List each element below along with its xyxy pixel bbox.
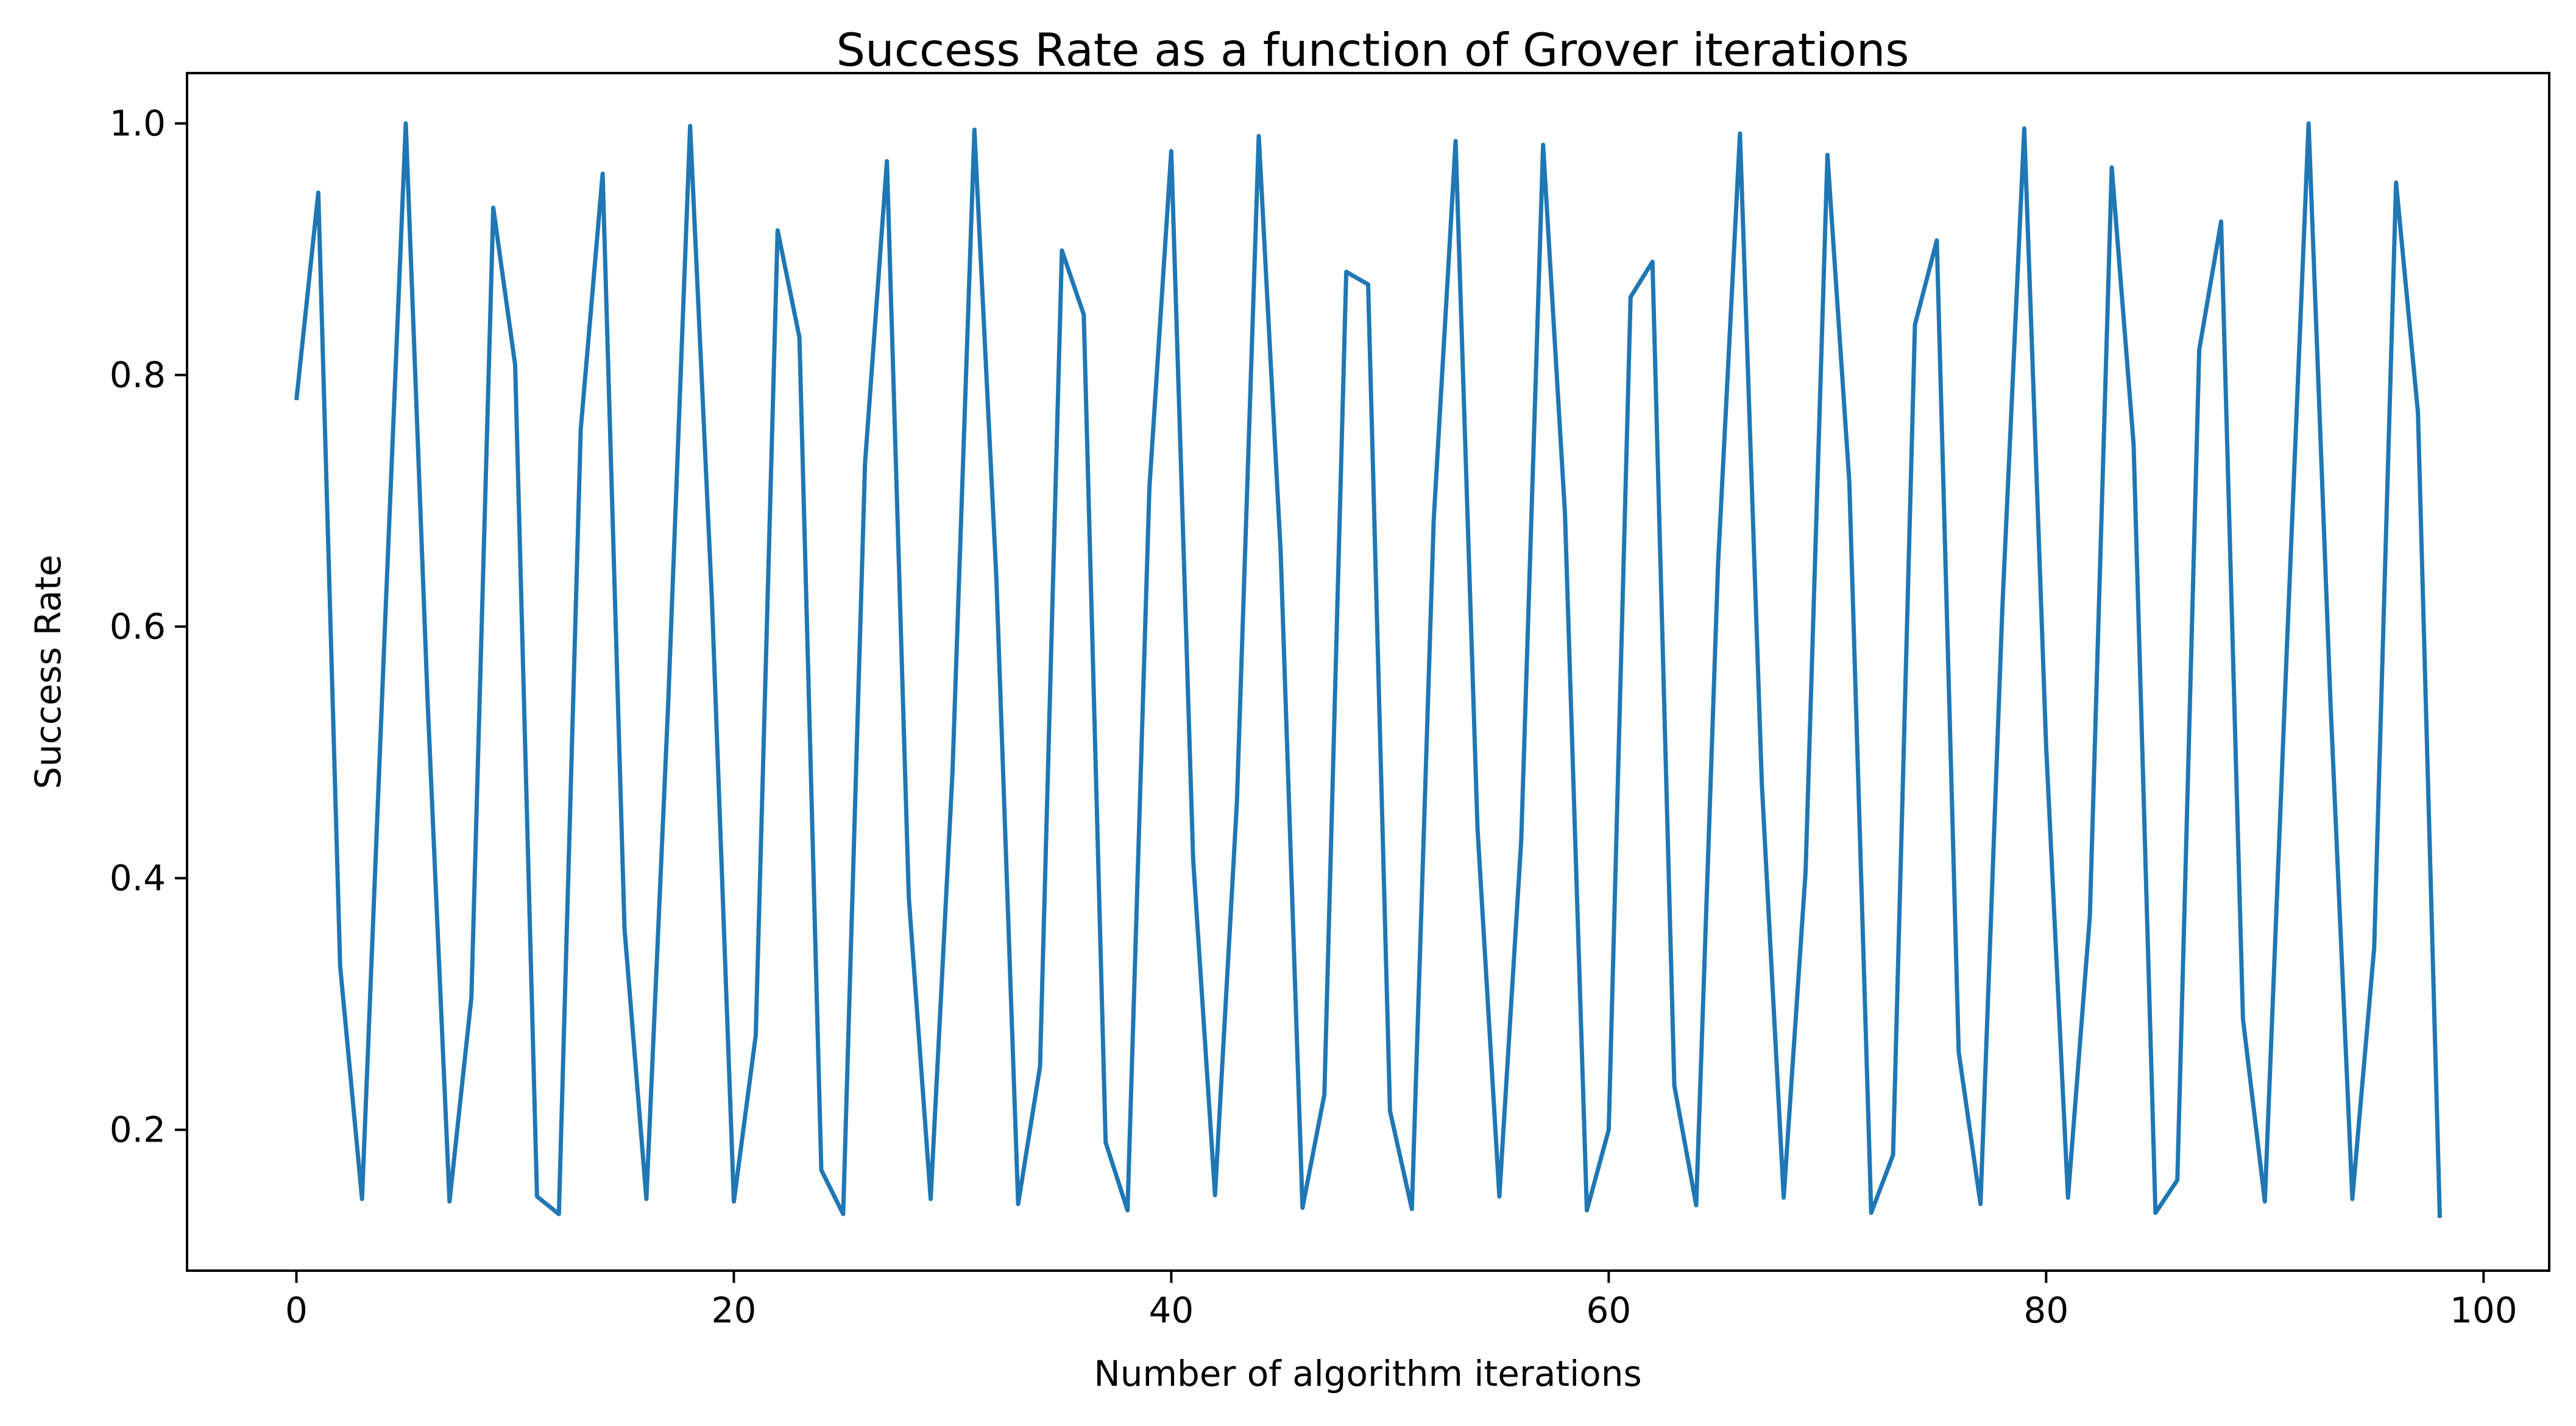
plot-area: 0 20 40 60 80 100 0.2 0.4 0.6 0.8 1.0 (110, 72, 2550, 1331)
y-axis-label: Success Rate (27, 555, 69, 789)
y-tick-label: 0.2 (110, 1109, 166, 1151)
chart-title: Success Rate as a function of Grover ite… (837, 23, 1909, 77)
y-tick-label: 1.0 (110, 103, 166, 144)
x-tick-label: 60 (1586, 1290, 1631, 1331)
y-axis-ticks: 0.2 0.4 0.6 0.8 1.0 (110, 103, 187, 1151)
x-tick-label: 40 (1149, 1290, 1194, 1331)
x-tick-label: 80 (2023, 1290, 2068, 1331)
x-tick-label: 20 (712, 1290, 757, 1331)
x-tick-label: 100 (2450, 1290, 2518, 1331)
x-axis-ticks: 0 20 40 60 80 100 (285, 1271, 2518, 1331)
y-tick-label: 0.8 (110, 355, 166, 396)
series-line (294, 121, 2442, 1218)
plot-frame (186, 72, 2550, 1272)
x-axis-label: Number of algorithm iterations (1094, 1353, 1641, 1394)
x-tick-label: 0 (285, 1290, 308, 1331)
y-tick-label: 0.6 (110, 606, 166, 648)
y-tick-label: 0.4 (110, 858, 166, 899)
